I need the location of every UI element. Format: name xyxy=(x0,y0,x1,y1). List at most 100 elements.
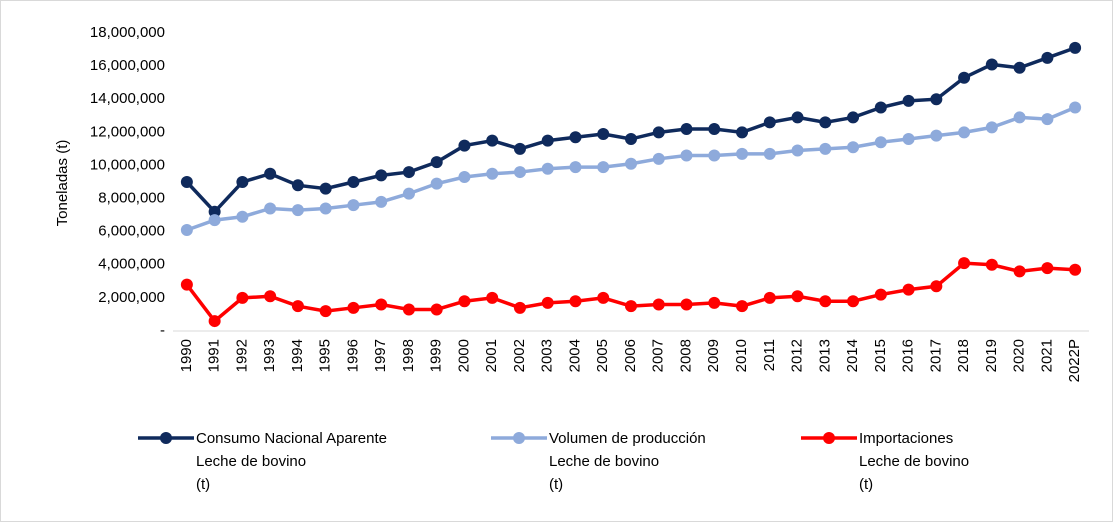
x-tick-label: 2008 xyxy=(677,339,694,372)
x-tick-label: 2018 xyxy=(955,339,972,372)
data-point xyxy=(458,171,471,184)
x-tick-label: 2011 xyxy=(761,339,778,371)
x-tick-label: 2021 xyxy=(1038,339,1055,372)
data-point xyxy=(1013,61,1026,74)
y-tick-label: 14,000,000 xyxy=(90,90,165,107)
data-point xyxy=(430,177,443,190)
x-tick-label: 2012 xyxy=(789,339,806,372)
data-point xyxy=(402,303,415,316)
x-tick-label: 1996 xyxy=(344,339,361,372)
data-point xyxy=(597,291,610,304)
data-point xyxy=(291,300,304,313)
x-tick-label: 1998 xyxy=(400,339,417,372)
data-point xyxy=(708,123,721,136)
data-point xyxy=(708,149,721,162)
data-point xyxy=(791,111,804,124)
data-point xyxy=(180,278,193,291)
x-tick-label: 2015 xyxy=(872,339,889,372)
data-point xyxy=(736,126,749,139)
data-point xyxy=(375,298,388,311)
x-tick-label: 2009 xyxy=(705,339,722,372)
data-point xyxy=(847,295,860,308)
data-point xyxy=(291,204,304,217)
data-point xyxy=(1069,263,1082,276)
data-point xyxy=(791,144,804,157)
y-tick-label: 4,000,000 xyxy=(98,256,165,273)
data-point xyxy=(569,131,582,144)
data-point xyxy=(513,142,526,155)
data-point xyxy=(1041,51,1054,64)
data-point xyxy=(625,157,637,170)
data-point xyxy=(430,303,443,316)
data-point xyxy=(819,295,832,308)
data-point xyxy=(680,298,693,311)
data-point xyxy=(763,116,776,129)
x-tick-label: 2014 xyxy=(844,339,861,372)
legend-swatch xyxy=(801,432,857,444)
data-point xyxy=(458,139,471,152)
data-point xyxy=(819,142,832,155)
x-tick-label: 2022P xyxy=(1066,339,1083,382)
x-tick-label: 2005 xyxy=(594,339,611,372)
data-point xyxy=(597,127,610,140)
data-point xyxy=(541,162,554,175)
data-point xyxy=(180,224,193,237)
data-point xyxy=(291,179,304,192)
y-axis-label: Toneladas (t) xyxy=(54,140,71,227)
y-tick-label: 2,000,000 xyxy=(98,289,165,306)
x-tick-label: 2006 xyxy=(622,339,639,372)
y-tick-label: 18,000,000 xyxy=(90,24,165,41)
data-point xyxy=(1013,111,1026,124)
legend-label: Consumo Nacional Aparente Leche de bovin… xyxy=(196,430,387,493)
legend-label: Importaciones Leche de bovino (t) xyxy=(859,430,970,493)
data-point xyxy=(930,93,943,106)
data-point xyxy=(347,199,360,212)
y-tick-label: - xyxy=(160,322,165,339)
data-point xyxy=(1013,265,1026,278)
x-tick-label: 1999 xyxy=(428,339,445,372)
data-point xyxy=(736,147,749,160)
data-point xyxy=(791,290,804,303)
legend-swatch xyxy=(491,432,547,444)
data-point xyxy=(347,301,360,314)
data-point xyxy=(208,214,221,227)
data-point xyxy=(958,257,971,270)
data-point xyxy=(902,132,915,145)
data-point xyxy=(958,71,971,84)
data-point xyxy=(569,161,582,174)
data-point xyxy=(264,167,277,180)
data-point xyxy=(319,202,332,215)
data-point xyxy=(652,126,665,139)
chart: Toneladas (t) - 2,000,000 4,000,000 6,000,0… xyxy=(54,24,1089,382)
data-point xyxy=(541,296,554,309)
legend-label: Volumen de producción Leche de bovino (t… xyxy=(549,430,706,493)
data-point xyxy=(1069,101,1082,114)
data-point xyxy=(1041,262,1054,275)
data-point xyxy=(874,101,887,114)
data-point xyxy=(847,141,860,154)
data-point xyxy=(625,300,637,313)
x-tick-label: 2001 xyxy=(483,339,500,372)
data-point xyxy=(819,116,832,129)
data-point xyxy=(347,176,360,188)
data-point xyxy=(985,58,998,71)
data-point xyxy=(902,283,915,296)
data-point xyxy=(763,291,776,304)
data-point xyxy=(874,288,887,301)
data-point xyxy=(486,291,499,304)
data-point xyxy=(680,123,693,136)
x-tick-label: 2016 xyxy=(900,339,917,372)
data-point xyxy=(236,291,249,304)
data-point xyxy=(513,166,526,179)
data-point xyxy=(680,149,693,162)
x-tick-label: 1990 xyxy=(178,339,195,372)
data-point xyxy=(597,161,610,174)
data-point xyxy=(208,315,221,328)
data-point xyxy=(569,295,582,308)
x-tick-label: 2013 xyxy=(816,339,833,372)
data-point xyxy=(375,169,388,182)
data-point xyxy=(902,94,915,107)
data-point xyxy=(486,134,499,147)
data-point xyxy=(541,134,554,147)
